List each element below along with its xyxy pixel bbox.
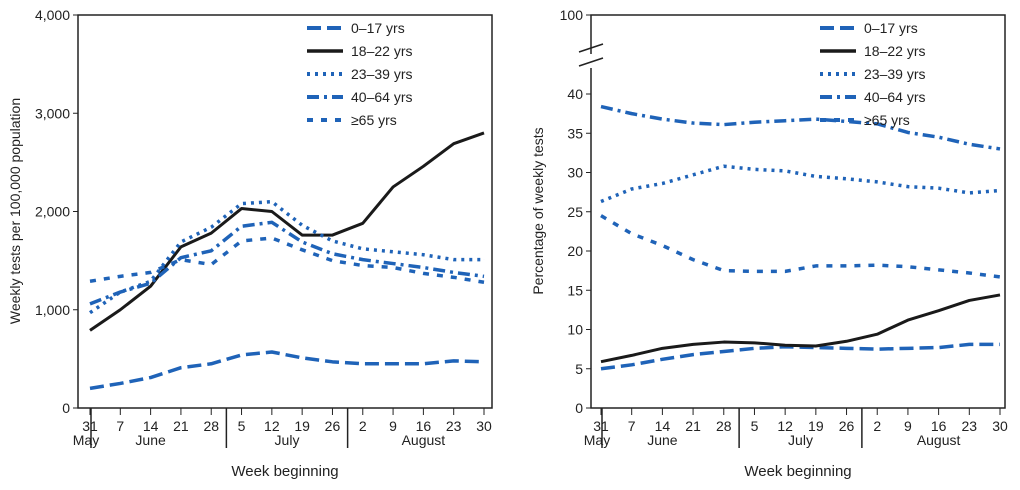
y-tick-label: 15: [567, 282, 583, 298]
series-line--65-yrs: [89, 236, 485, 284]
x-tick-label: 9: [904, 418, 912, 434]
y-tick-label: 25: [567, 204, 583, 220]
x-tick-label: 12: [777, 418, 793, 434]
x-tick-label: 2: [873, 418, 881, 434]
series-line--65-yrs: [600, 214, 1001, 279]
legend-label: 0–17 yrs: [864, 20, 918, 36]
x-tick-label: 31: [593, 418, 609, 434]
x-tick-label: 7: [628, 418, 636, 434]
x-axis-title: Week beginning: [744, 463, 851, 480]
legend-label: 40–64 yrs: [351, 89, 412, 105]
y-tick-label: 2,000: [35, 204, 70, 220]
month-label: August: [402, 432, 446, 448]
chart-panel-1: 0 1,000 2,000 3,000 4,000 Weekly tests per 10…: [7, 7, 493, 480]
y-axis-title: Weekly tests per 100,000 population: [7, 98, 23, 324]
y-tick-label: 35: [567, 125, 583, 141]
month-label: July: [275, 432, 300, 448]
y-tick-label: 40: [567, 86, 583, 102]
x-tick-label: 5: [751, 418, 759, 434]
x-tick-label: 12: [264, 418, 280, 434]
axis-break-mask: [579, 54, 603, 68]
axis-break-mark: [578, 57, 604, 67]
series-line-0-17-yrs: [600, 342, 1000, 371]
series-line-40-64-yrs: [600, 104, 1001, 151]
x-tick-label: 21: [173, 418, 189, 434]
series-line-18-22-yrs: [89, 131, 485, 332]
series-line-40-64-yrs: [89, 220, 485, 306]
legend-label: 18–22 yrs: [864, 43, 925, 59]
legend-label: 0–17 yrs: [351, 20, 405, 36]
x-tick-label: 14: [143, 418, 159, 434]
month-label: May: [73, 432, 99, 448]
x-tick-label: 30: [992, 418, 1008, 434]
legend-label: 40–64 yrs: [864, 89, 925, 105]
x-tick-label: 5: [238, 418, 246, 434]
series-line-23-39-yrs: [89, 199, 484, 315]
x-tick-label: 2: [359, 418, 367, 434]
x-tick-label: 23: [446, 418, 462, 434]
month-label: June: [647, 432, 678, 448]
y-tick-label: 10: [567, 322, 583, 338]
y-tick-label: 4,000: [35, 7, 70, 23]
x-tick-label: 26: [325, 418, 341, 434]
x-tick-label: 19: [808, 418, 824, 434]
y-tick-label: 0: [62, 400, 70, 416]
x-tick-label: 14: [655, 418, 671, 434]
plot-frame: [77, 14, 493, 409]
x-tick-label: 16: [416, 418, 432, 434]
y-tick-label: 1,000: [35, 302, 70, 318]
y-tick-label: 0: [575, 400, 583, 416]
month-label: July: [788, 432, 813, 448]
x-tick-label: 23: [962, 418, 978, 434]
legend-label: 23–39 yrs: [864, 66, 925, 82]
y-tick-label: 100: [560, 7, 584, 23]
x-tick-label: 28: [203, 418, 219, 434]
y-axis-title: Percentage of weekly tests: [530, 127, 546, 294]
axis-break-mark: [578, 43, 604, 53]
y-tick-label: 3,000: [35, 105, 70, 121]
x-tick-label: 9: [389, 418, 397, 434]
x-axis-title: Week beginning: [231, 463, 338, 480]
y-tick-label: 5: [575, 361, 583, 377]
month-label: May: [584, 432, 610, 448]
x-tick-label: 7: [116, 418, 124, 434]
month-label: June: [135, 432, 166, 448]
series-line-23-39-yrs: [600, 164, 1001, 204]
x-tick-label: 16: [931, 418, 947, 434]
x-tick-label: 19: [294, 418, 310, 434]
legend-label: ≥65 yrs: [351, 112, 397, 128]
series-line-0-17-yrs: [89, 350, 485, 391]
y-tick-label: 20: [567, 243, 583, 259]
series-line-18-22-yrs: [600, 293, 1001, 364]
x-tick-label: 28: [716, 418, 732, 434]
x-tick-label: 26: [839, 418, 855, 434]
legend-label: 18–22 yrs: [351, 43, 412, 59]
legend-label: ≥65 yrs: [864, 112, 910, 128]
x-tick-label: 21: [685, 418, 701, 434]
y-tick-label: 30: [567, 165, 583, 181]
legend-label: 23–39 yrs: [351, 66, 412, 82]
x-tick-label: 31: [82, 418, 98, 434]
month-label: August: [917, 432, 961, 448]
x-tick-label: 30: [476, 418, 492, 434]
